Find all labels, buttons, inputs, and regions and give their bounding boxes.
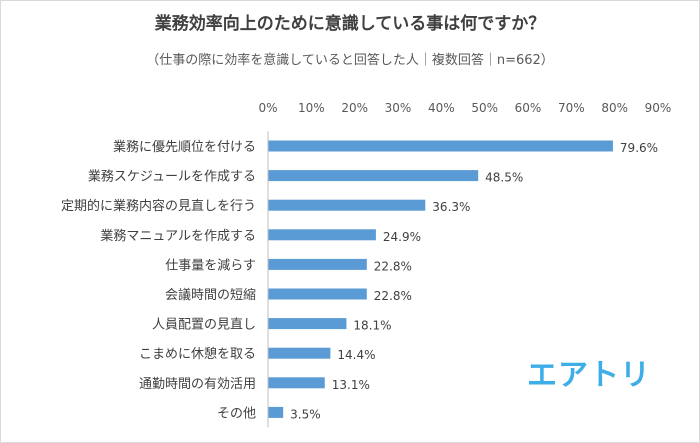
value-label: 36.3% (432, 200, 470, 214)
bar (268, 258, 367, 270)
value-label: 3.5% (290, 407, 321, 421)
value-label: 22.8% (374, 259, 412, 273)
bar (268, 288, 367, 300)
x-tick-label: 30% (385, 101, 412, 115)
chart-subtitle: （仕事の際に効率を意識していると回答した人｜複数回答｜n=662） (146, 53, 554, 68)
bar (268, 347, 331, 359)
bar (268, 170, 479, 182)
category-label: 通勤時間の有効活用 (139, 377, 256, 392)
category-label: その他 (217, 406, 256, 421)
category-label: 業務スケジュールを作成する (88, 169, 256, 185)
category-label: 会議時間の短縮 (165, 287, 256, 303)
x-tick-label: 90% (645, 101, 672, 115)
value-label: 14.4% (337, 348, 375, 362)
value-labels: 79.6% 48.5% 36.3% 24.9% 22.8% 22.8% 18.1% 14.4%… (290, 141, 658, 421)
category-label: 業務マニュアルを作成する (100, 228, 256, 244)
x-axis-ticks: 0% 10% 20% 30% 40% 50% 60% 70% 80% 90% (258, 101, 671, 115)
value-label: 13.1% (332, 378, 370, 392)
bar (268, 406, 284, 418)
x-tick-label: 60% (515, 101, 542, 115)
x-tick-label: 40% (428, 101, 455, 115)
bar (268, 318, 347, 330)
x-tick-label: 20% (341, 101, 368, 115)
bar (268, 229, 376, 241)
value-label: 18.1% (353, 319, 391, 333)
x-tick-label: 70% (558, 101, 585, 115)
chart-title: 業務効率向上のために意識している事は何ですか？ (154, 14, 546, 34)
x-tick-label: 10% (298, 101, 325, 115)
category-label: 人員配置の見直し (152, 318, 256, 333)
brand-logo: エアトリ (527, 358, 651, 393)
bar (268, 377, 325, 389)
value-label: 24.9% (383, 230, 421, 244)
x-tick-label: 0% (258, 101, 277, 115)
value-label: 48.5% (485, 171, 523, 185)
category-label: 定期的に業務内容の見直しを行う (61, 198, 256, 214)
value-label: 79.6% (620, 141, 658, 155)
bars (268, 140, 613, 418)
bar (268, 199, 426, 211)
x-tick-label: 80% (601, 101, 628, 115)
x-tick-label: 50% (471, 101, 498, 115)
category-labels: 業務に優先順位を付ける業務スケジュールを作成する定期的に業務内容の見直しを行う業… (61, 139, 256, 421)
bar (268, 140, 613, 152)
category-label: こまめに休憩を取る (139, 346, 256, 362)
category-label: 仕事量を減らす (165, 257, 256, 273)
category-label: 業務に優先順位を付ける (113, 139, 256, 155)
value-label: 22.8% (374, 289, 412, 303)
